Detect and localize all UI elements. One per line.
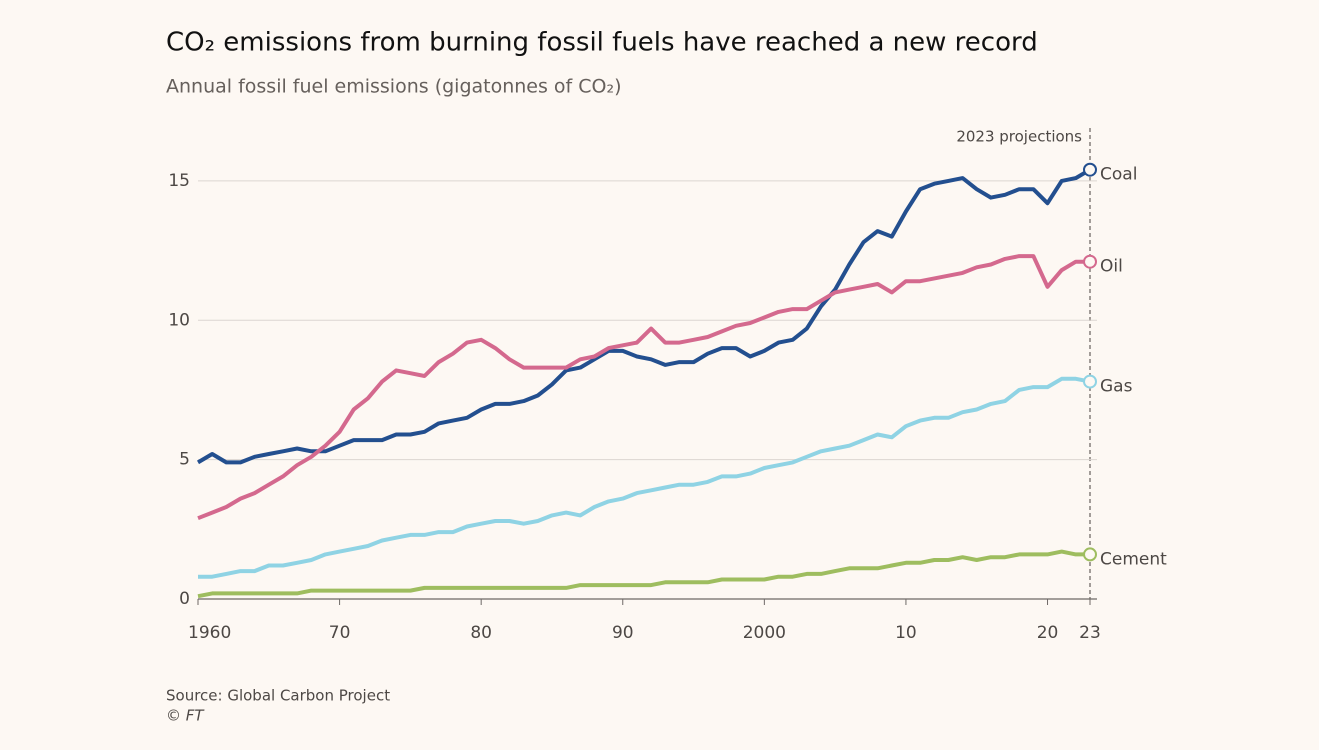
annotation: 2023 projections [956,128,1082,146]
series-label: Gas [1100,377,1133,397]
series-line [196,167,1092,465]
x-tick-label: 70 [329,623,351,643]
end-marker [1083,547,1097,562]
x-tick-label: 1960 [188,623,231,643]
series-label: Oil [1100,257,1123,277]
y-tick-label: 5 [179,450,190,470]
x-tick-label: 20 [1037,623,1059,643]
x-tick-label: 80 [470,623,492,643]
end-marker [1083,162,1097,177]
x-tick-label: 10 [895,623,917,643]
series-label: Cement [1100,549,1167,569]
y-tick-label: 10 [168,310,190,330]
source: Source: Global Carbon Project [166,687,390,705]
end-marker [1083,254,1097,269]
y-tick-label: 15 [168,171,190,191]
series-line [198,376,1091,579]
chart-title: CO₂ emissions from burning fossil fuels … [166,28,1038,58]
x-tick-label: 23 [1079,623,1101,643]
x-tick-label: 90 [612,623,634,643]
x-tick-label: 2000 [743,623,786,643]
y-tick-label: 0 [179,589,190,609]
series-label: Coal [1100,165,1137,185]
series-line [197,254,1090,521]
chart-subtitle: Annual fossil fuel emissions (gigatonnes… [166,76,622,98]
end-marker [1083,374,1097,389]
series-line [197,549,1090,599]
credit: © FT [166,707,205,725]
